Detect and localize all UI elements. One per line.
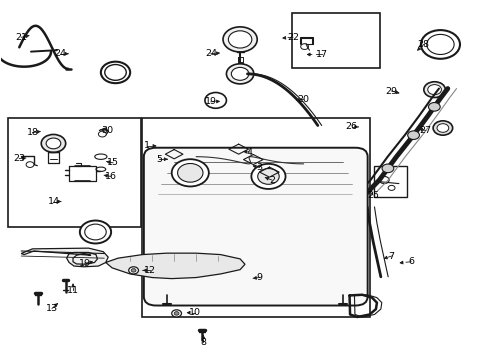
Circle shape xyxy=(424,82,445,98)
Circle shape xyxy=(428,103,440,111)
Circle shape xyxy=(172,159,209,186)
Circle shape xyxy=(131,269,136,272)
Bar xyxy=(292,13,380,68)
Circle shape xyxy=(177,163,203,182)
Text: 28: 28 xyxy=(417,40,429,49)
Text: 17: 17 xyxy=(316,50,328,59)
Ellipse shape xyxy=(96,167,106,171)
Text: 20: 20 xyxy=(297,95,310,104)
Text: 6: 6 xyxy=(408,257,414,266)
Circle shape xyxy=(228,31,252,48)
Circle shape xyxy=(205,93,226,108)
Circle shape xyxy=(223,27,257,52)
FancyBboxPatch shape xyxy=(144,148,368,306)
Text: 14: 14 xyxy=(48,197,59,206)
Text: 22: 22 xyxy=(287,33,299,42)
Circle shape xyxy=(427,35,454,54)
Circle shape xyxy=(105,64,126,80)
Text: 21: 21 xyxy=(15,33,27,42)
Circle shape xyxy=(174,312,179,315)
Text: 19: 19 xyxy=(79,259,91,268)
Circle shape xyxy=(433,121,453,135)
Text: 27: 27 xyxy=(420,126,432,135)
Bar xyxy=(143,118,369,318)
Circle shape xyxy=(421,30,460,59)
Circle shape xyxy=(437,124,449,132)
Text: 5: 5 xyxy=(156,155,163,164)
Text: 9: 9 xyxy=(257,273,263,282)
Circle shape xyxy=(226,64,254,84)
Ellipse shape xyxy=(95,154,107,159)
Circle shape xyxy=(408,131,419,139)
Circle shape xyxy=(129,267,139,274)
Circle shape xyxy=(258,168,279,184)
Text: 30: 30 xyxy=(101,126,113,135)
Text: 8: 8 xyxy=(200,338,206,347)
Polygon shape xyxy=(106,253,245,279)
Bar xyxy=(8,118,141,227)
Polygon shape xyxy=(21,248,108,267)
Text: 25: 25 xyxy=(367,190,379,199)
Text: 12: 12 xyxy=(144,266,156,275)
Text: 13: 13 xyxy=(46,304,58,313)
Circle shape xyxy=(301,44,309,49)
Text: 11: 11 xyxy=(67,286,79,295)
Circle shape xyxy=(251,164,286,189)
Circle shape xyxy=(41,134,66,152)
Circle shape xyxy=(80,221,111,243)
Text: 18: 18 xyxy=(26,128,38,137)
Text: 4: 4 xyxy=(247,148,253,157)
Text: 7: 7 xyxy=(389,252,394,261)
Text: 23: 23 xyxy=(13,154,25,163)
Circle shape xyxy=(231,67,249,80)
Circle shape xyxy=(428,85,441,95)
Circle shape xyxy=(85,224,106,240)
Text: 24: 24 xyxy=(205,49,217,58)
Circle shape xyxy=(388,185,395,190)
Text: 16: 16 xyxy=(105,172,117,181)
Circle shape xyxy=(46,138,61,149)
Circle shape xyxy=(172,310,181,317)
Circle shape xyxy=(379,176,389,184)
Text: 10: 10 xyxy=(189,308,201,317)
Text: 2: 2 xyxy=(269,176,275,185)
Circle shape xyxy=(26,162,34,167)
Circle shape xyxy=(101,62,130,83)
Text: 19: 19 xyxy=(205,97,217,106)
Text: 1: 1 xyxy=(144,141,150,150)
Text: 24: 24 xyxy=(54,49,66,58)
Text: 26: 26 xyxy=(345,122,358,131)
Circle shape xyxy=(382,164,394,173)
Text: 3: 3 xyxy=(257,163,263,172)
Bar xyxy=(374,166,407,197)
Circle shape xyxy=(98,131,106,137)
Text: 15: 15 xyxy=(107,158,119,167)
Text: 29: 29 xyxy=(386,86,397,95)
